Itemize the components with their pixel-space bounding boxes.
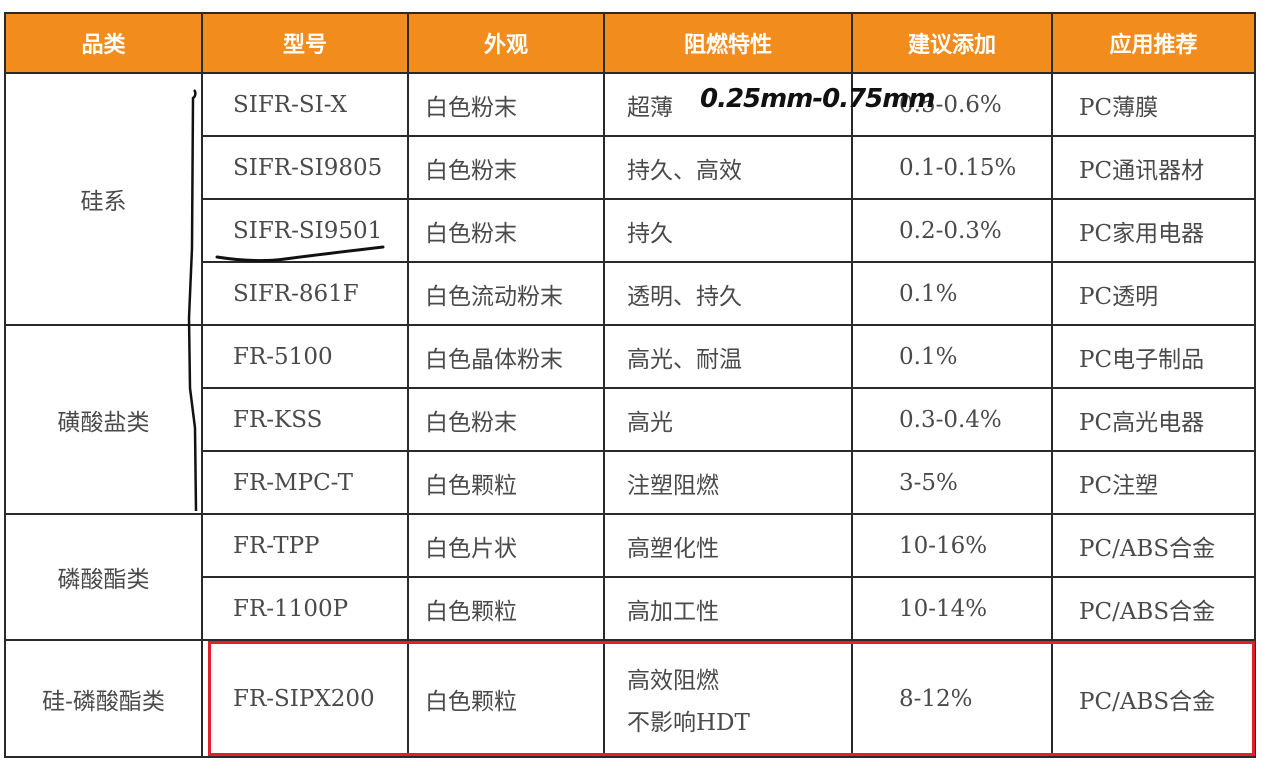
flame-retardant-table: 品类 型号 外观 阻燃特性 建议添加 应用推荐 硅系 SIFR-SI-X 白色粉… xyxy=(4,12,1256,758)
property-cell: 持久、高效 xyxy=(603,135,853,200)
dosage-cell: 3-5% xyxy=(851,450,1053,515)
dosage-cell: 10-14% xyxy=(851,576,1053,641)
model-cell: FR-TPP xyxy=(201,513,409,578)
appearance-cell: 白色流动粉末 xyxy=(407,261,605,326)
application-cell: PC家用电器 xyxy=(1051,198,1256,263)
application-cell: PC薄膜 xyxy=(1051,72,1256,137)
category-cell: 磷酸酯类 xyxy=(4,513,203,641)
table-row: FR-1100P 白色颗粒 高加工性 10-14% PC/ABS合金 xyxy=(5,576,1256,641)
application-cell: PC电子制品 xyxy=(1051,324,1256,389)
header-category: 品类 xyxy=(4,12,203,74)
table-row: FR-MPC-T 白色颗粒 注塑阻燃 3-5% PC注塑 xyxy=(5,450,1256,515)
appearance-cell: 白色粉末 xyxy=(407,198,605,263)
header-dosage: 建议添加 xyxy=(851,12,1053,74)
dosage-cell: 0.1% xyxy=(851,324,1053,389)
application-cell: PC/ABS合金 xyxy=(1051,513,1256,578)
header-model: 型号 xyxy=(201,12,409,74)
appearance-cell: 白色粉末 xyxy=(407,72,605,137)
table-row: SIFR-SI9501 白色粉末 持久 0.2-0.3% PC家用电器 xyxy=(5,198,1256,263)
header-application: 应用推荐 xyxy=(1051,12,1256,74)
table-row: 磷酸酯类 FR-TPP 白色片状 高塑化性 10-16% PC/ABS合金 xyxy=(4,513,1256,641)
model-cell: FR-MPC-T xyxy=(201,450,409,515)
handwritten-underline-icon xyxy=(215,245,385,263)
appearance-cell: 白色粉末 xyxy=(407,135,605,200)
property-cell: 高加工性 xyxy=(603,576,853,641)
table-row: SIFR-861F 白色流动粉末 透明、持久 0.1% PC透明 xyxy=(5,261,1256,326)
dosage-cell: 8-12% xyxy=(851,639,1053,758)
category-cell: 硅系 xyxy=(4,72,203,326)
property-cell: 高塑化性 xyxy=(603,513,853,578)
dosage-cell: 0.5-0.6% xyxy=(851,72,1053,137)
appearance-cell: 白色颗粒 xyxy=(407,576,605,641)
appearance-cell: 白色片状 xyxy=(407,513,605,578)
model-cell: SIFR-861F xyxy=(201,261,409,326)
model-cell: FR-1100P xyxy=(201,576,409,641)
dosage-cell: 0.1-0.15% xyxy=(851,135,1053,200)
model-cell: FR-5100 xyxy=(201,324,409,389)
property-cell: 注塑阻燃 xyxy=(603,450,853,515)
property-cell: 高效阻燃 不影响HDT xyxy=(603,639,853,758)
property-cell: 超薄 xyxy=(603,72,853,137)
dosage-cell: 0.2-0.3% xyxy=(851,198,1053,263)
property-cell: 高光、耐温 xyxy=(603,324,853,389)
property-cell: 持久 xyxy=(603,198,853,263)
application-cell: PC/ABS合金 xyxy=(1051,639,1256,758)
application-cell: PC注塑 xyxy=(1051,450,1256,515)
table-row-highlighted: 硅-磷酸酯类 FR-SIPX200 白色颗粒 高效阻燃 不影响HDT 8-12%… xyxy=(4,639,1256,758)
application-cell: PC/ABS合金 xyxy=(1051,576,1256,641)
model-cell: SIFR-SI9805 xyxy=(201,135,409,200)
appearance-cell: 白色颗粒 xyxy=(407,639,605,758)
dosage-cell: 10-16% xyxy=(851,513,1053,578)
category-cell: 磺酸盐类 xyxy=(4,324,203,515)
model-cell: SIFR-SI9501 xyxy=(201,198,409,263)
appearance-cell: 白色颗粒 xyxy=(407,450,605,515)
dosage-cell: 0.3-0.4% xyxy=(851,387,1053,452)
model-cell: SIFR-SI-X xyxy=(201,72,409,137)
table-row: 磺酸盐类 FR-5100 白色晶体粉末 高光、耐温 0.1% PC电子制品 xyxy=(4,324,1256,515)
table-row: FR-KSS 白色粉末 高光 0.3-0.4% PC高光电器 xyxy=(5,387,1256,452)
dosage-cell: 0.1% xyxy=(851,261,1053,326)
category-cell: 硅-磷酸酯类 xyxy=(4,639,203,758)
model-cell: FR-SIPX200 xyxy=(201,639,409,758)
handwritten-bracket-icon xyxy=(187,89,198,512)
property-cell: 高光 xyxy=(603,387,853,452)
property-cell: 透明、持久 xyxy=(603,261,853,326)
application-cell: PC高光电器 xyxy=(1051,387,1256,452)
application-cell: PC通讯器材 xyxy=(1051,135,1256,200)
table-row: SIFR-SI9805 白色粉末 持久、高效 0.1-0.15% PC通讯器材 xyxy=(5,135,1256,200)
handwritten-note: 0.25mm-0.75mm xyxy=(700,84,935,114)
table-row: 硅系 SIFR-SI-X 白色粉末 超薄 0.5-0.6% PC薄膜 xyxy=(4,72,1256,326)
model-cell: FR-KSS xyxy=(201,387,409,452)
application-cell: PC透明 xyxy=(1051,261,1256,326)
property-line-1: 高效阻燃 xyxy=(627,667,719,694)
property-line-2: 不影响HDT xyxy=(627,709,750,736)
header-property: 阻燃特性 xyxy=(603,12,853,74)
header-appearance: 外观 xyxy=(407,12,605,74)
appearance-cell: 白色晶体粉末 xyxy=(407,324,605,389)
header-row: 品类 型号 外观 阻燃特性 建议添加 应用推荐 xyxy=(4,12,1256,74)
appearance-cell: 白色粉末 xyxy=(407,387,605,452)
